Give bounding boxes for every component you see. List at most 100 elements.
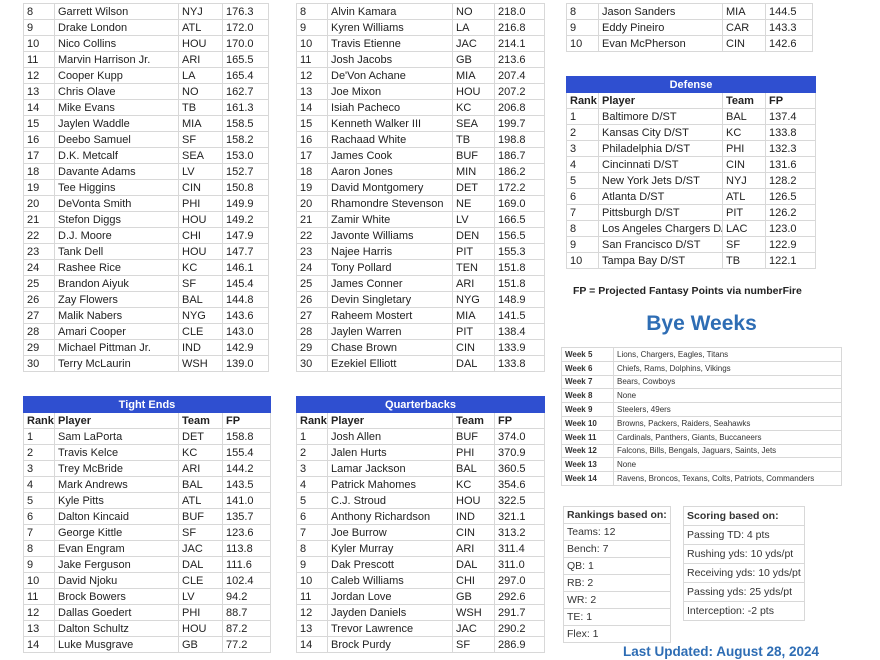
player-cell: Rachaad White <box>327 131 453 148</box>
player-cell: Deebo Samuel <box>54 131 179 148</box>
table-header-row: Rank Player Team FP <box>566 92 816 109</box>
player-cell: James Conner <box>327 275 453 292</box>
table-row: 26 Devin Singletary NYG 148.9 <box>296 291 545 308</box>
table-row: 1 Sam LaPorta DET 158.8 <box>23 428 271 445</box>
fp-cell: 165.4 <box>222 67 269 84</box>
team-cell: BUF <box>452 147 495 164</box>
team-cell: NYJ <box>722 172 766 189</box>
fp-note: FP = Projected Fantasy Points via number… <box>573 285 802 297</box>
team-cell: ARI <box>178 460 223 477</box>
fp-cell: 290.2 <box>494 620 545 637</box>
box-item-row: Flex: 1 <box>563 625 671 643</box>
player-cell: Jalen Hurts <box>327 444 453 461</box>
box-item-row: Receiving yds: 10 yds/pt <box>683 563 805 583</box>
team-cell: TEN <box>452 259 495 276</box>
table-row: 25 James Conner ARI 151.8 <box>296 275 545 292</box>
fp-cell: 158.2 <box>222 131 269 148</box>
fp-cell: 144.8 <box>222 291 269 308</box>
player-cell: Alvin Kamara <box>327 3 453 20</box>
fp-cell: 145.4 <box>222 275 269 292</box>
team-cell: LA <box>178 67 223 84</box>
fp-cell: 151.8 <box>494 275 545 292</box>
tight-ends-table: Tight Ends Rank Player Team FP 1 Sam LaPorta DE… <box>23 396 271 653</box>
table-row: 21 Zamir White LV 166.5 <box>296 211 545 228</box>
player-cell: Chase Brown <box>327 339 453 356</box>
kickers-table: 8 Jason Sanders MIA 144.5 9 Eddy Pineiro CAR 14… <box>566 3 813 52</box>
table-title: Tight Ends <box>23 396 271 413</box>
rank-cell: 10 <box>296 35 328 52</box>
rank-cell: 18 <box>23 163 55 180</box>
fp-cell: 374.0 <box>494 428 545 445</box>
table-row: 7 Pittsburgh D/ST PIT 126.2 <box>566 204 816 221</box>
box-item-row: Rushing yds: 10 yds/pt <box>683 544 805 564</box>
table-title-row: Defense <box>566 76 816 93</box>
table-title-row: Tight Ends <box>23 396 271 413</box>
box-item: Flex: 1 <box>563 625 671 643</box>
rank-cell: 9 <box>296 556 328 573</box>
bye-week-teams: Ravens, Broncos, Texans, Colts, Patriots… <box>613 471 842 486</box>
fp-cell: 126.2 <box>765 204 816 221</box>
rank-cell: 13 <box>23 83 55 100</box>
table-row: 8 Evan Engram JAC 113.8 <box>23 540 271 557</box>
table-row: 5 New York Jets D/ST NYJ 128.2 <box>566 172 816 189</box>
team-cell: JAC <box>452 35 495 52</box>
player-cell: Raheem Mostert <box>327 307 453 324</box>
team-cell: DET <box>178 428 223 445</box>
player-cell: Luke Musgrave <box>54 636 179 653</box>
team-cell: KC <box>178 444 223 461</box>
box-item-row: Passing TD: 4 pts <box>683 525 805 545</box>
fp-cell: 155.3 <box>494 243 545 260</box>
table-row: 15 Jaylen Waddle MIA 158.5 <box>23 115 269 132</box>
table-row: 9 Eddy Pineiro CAR 143.3 <box>566 19 813 36</box>
bye-week-label: Week 6 <box>561 360 614 376</box>
rank-cell: 8 <box>23 540 55 557</box>
player-cell: C.J. Stroud <box>327 492 453 509</box>
player-cell: Cincinnati D/ST <box>598 156 723 173</box>
rank-cell: 21 <box>23 211 55 228</box>
fp-cell: 142.6 <box>765 35 813 52</box>
player-cell: Chris Olave <box>54 83 179 100</box>
player-cell: Dak Prescott <box>327 556 453 573</box>
rank-cell: 2 <box>23 444 55 461</box>
fp-cell: 176.3 <box>222 3 269 20</box>
rank-cell: 17 <box>23 147 55 164</box>
column-header-team: Team <box>722 92 766 109</box>
rank-cell: 15 <box>296 115 328 132</box>
table-row: 26 Zay Flowers BAL 144.8 <box>23 291 269 308</box>
rank-cell: 10 <box>566 35 599 52</box>
rank-cell: 10 <box>23 572 55 589</box>
table-row: 11 Jordan Love GB 292.6 <box>296 588 545 605</box>
fp-cell: 152.7 <box>222 163 269 180</box>
table-row: 8 Jason Sanders MIA 144.5 <box>566 3 813 20</box>
player-cell: San Francisco D/ST <box>598 236 723 253</box>
team-cell: KC <box>452 476 495 493</box>
box-item-row: RB: 2 <box>563 574 671 592</box>
rank-cell: 9 <box>23 556 55 573</box>
bye-week-row: Week 6 Chiefs, Rams, Dolphins, Vikings <box>561 360 842 376</box>
player-cell: D.K. Metcalf <box>54 147 179 164</box>
rank-cell: 9 <box>566 19 599 36</box>
rank-cell: 26 <box>296 291 328 308</box>
column-header-rank: Rank <box>566 92 599 109</box>
player-cell: Eddy Pineiro <box>598 19 723 36</box>
rank-cell: 20 <box>23 195 55 212</box>
table-row: 22 Javonte Williams DEN 156.5 <box>296 227 545 244</box>
rank-cell: 7 <box>296 524 328 541</box>
fp-cell: 207.4 <box>494 67 545 84</box>
table-row: 22 D.J. Moore CHI 147.9 <box>23 227 269 244</box>
fp-cell: 150.8 <box>222 179 269 196</box>
fp-cell: 128.2 <box>765 172 816 189</box>
fp-cell: 291.7 <box>494 604 545 621</box>
rank-cell: 29 <box>296 339 328 356</box>
player-cell: Cooper Kupp <box>54 67 179 84</box>
fp-cell: 354.6 <box>494 476 545 493</box>
table-row: 8 Kyler Murray ARI 311.4 <box>296 540 545 557</box>
player-cell: Davante Adams <box>54 163 179 180</box>
table-row: 24 Rashee Rice KC 146.1 <box>23 259 269 276</box>
box-item: Teams: 12 <box>563 523 671 541</box>
rank-cell: 6 <box>296 508 328 525</box>
team-cell: CIN <box>452 339 495 356</box>
bye-week-row: Week 7 Bears, Cowboys <box>561 374 842 390</box>
table-row: 13 Joe Mixon HOU 207.2 <box>296 83 545 100</box>
rank-cell: 12 <box>23 67 55 84</box>
